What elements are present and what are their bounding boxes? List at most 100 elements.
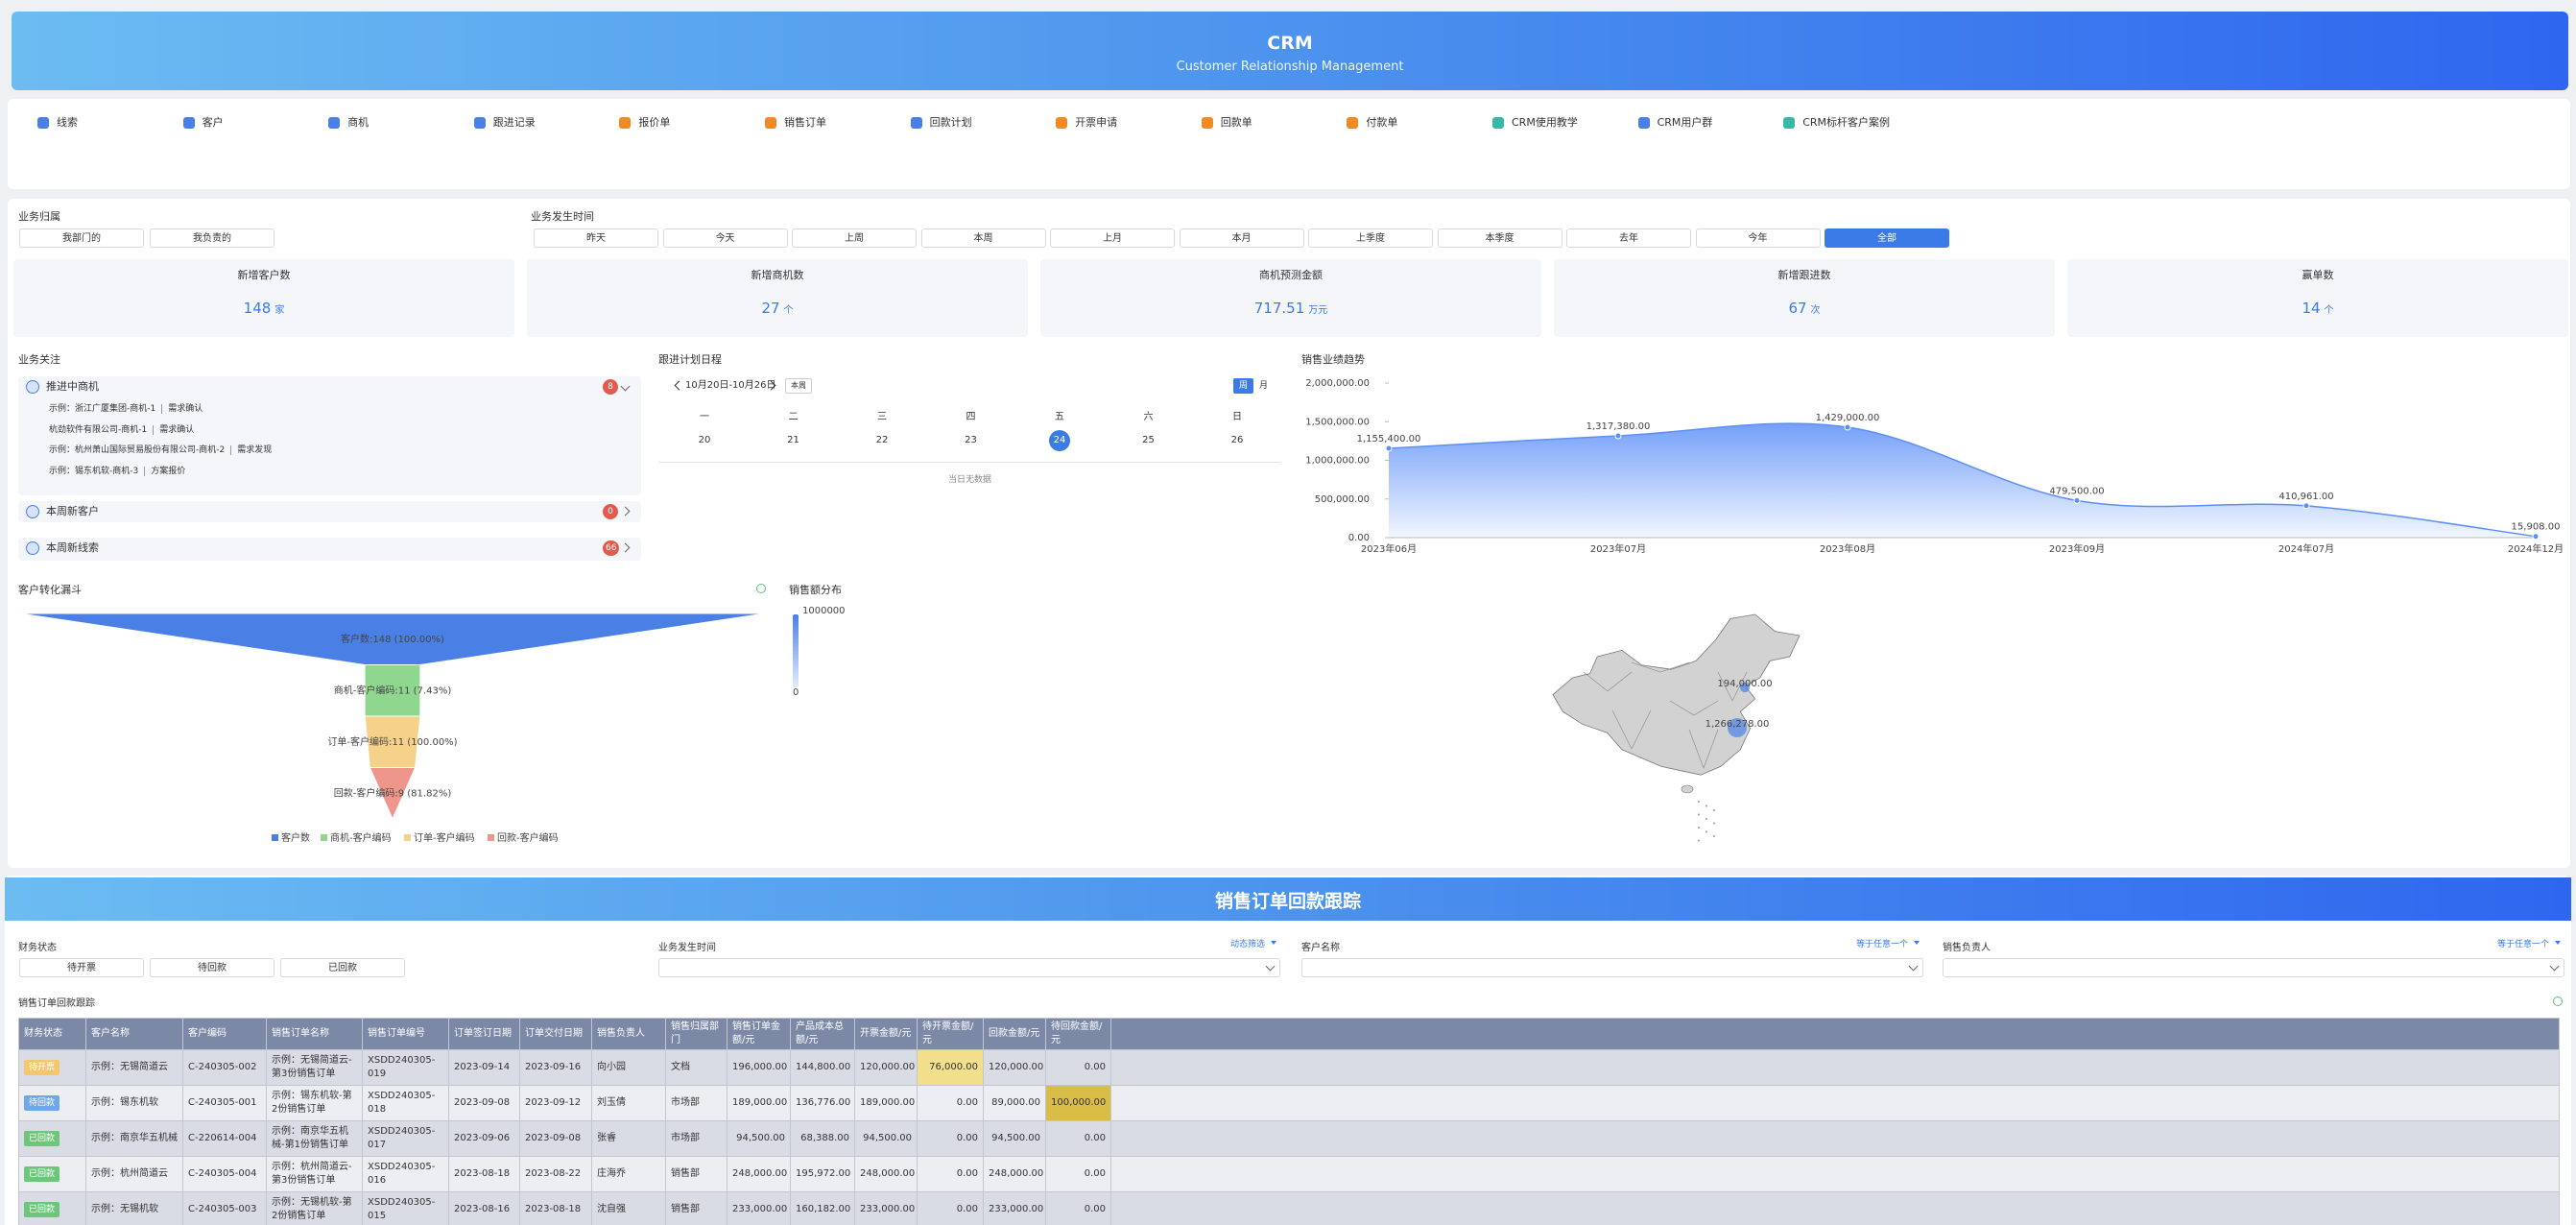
filter-mode[interactable]: 动态筛选	[1229, 940, 1265, 949]
date[interactable]: 21	[787, 435, 799, 445]
nav-card	[8, 99, 2570, 189]
nav-item[interactable]: CRM使用教学	[1512, 116, 1578, 129]
time-option[interactable]: 本周	[920, 228, 1046, 248]
table-cell: 2023-09-08	[519, 1120, 592, 1157]
focus-count: 66	[603, 540, 620, 556]
time-option[interactable]: 今天	[662, 228, 788, 248]
table-row[interactable]: 已回款 示例：南京华五机械 C-220614-004 示例：南京华五机械-第1份销售订…	[18, 1120, 2560, 1157]
weekday: 五	[1055, 412, 1064, 422]
date[interactable]: 24	[1053, 435, 1066, 445]
nav-item[interactable]: CRM标杆客户案例	[1802, 116, 1891, 129]
table-cell: 2023-09-12	[519, 1085, 592, 1121]
weekday: 三	[877, 412, 887, 422]
table-cell: 248,000.00	[983, 1156, 1046, 1192]
time-option[interactable]: 上周	[792, 228, 917, 248]
table-cell: XSDD240305-017	[362, 1120, 449, 1157]
column-header: 开票金额/元	[854, 1018, 918, 1050]
focus-item[interactable]: 示例：杭州萧山国际贸易股份有限公司-商机-2 需求发现	[49, 444, 273, 456]
table-cell: 待开票	[18, 1049, 86, 1086]
chart-title: 客户转化漏斗	[18, 584, 82, 596]
table-cell: C-240305-001	[182, 1085, 267, 1121]
nav-icon	[473, 117, 486, 129]
nav-item[interactable]: 报价单	[638, 116, 671, 129]
focus-group-name[interactable]: 本周新线索	[46, 541, 99, 554]
nav-item[interactable]: CRM用户群	[1657, 116, 1713, 129]
nav-item[interactable]: 商机	[347, 116, 370, 129]
table-cell: 0.00	[917, 1085, 984, 1121]
table-cell: 120,000.00	[983, 1049, 1046, 1086]
status-option[interactable]: 待回款	[150, 958, 274, 977]
time-option[interactable]: 去年	[1566, 228, 1691, 248]
status-option[interactable]: 已回款	[280, 958, 405, 977]
divider	[658, 462, 1281, 463]
date[interactable]: 20	[698, 435, 711, 445]
status-option[interactable]: 待开票	[19, 958, 144, 977]
owner-option[interactable]: 我负责的	[150, 228, 274, 248]
stat-value-row: 27 个	[527, 300, 1028, 317]
filter-label: 销售负责人	[1943, 943, 1991, 953]
nav-item[interactable]: 跟进记录	[492, 116, 536, 129]
table-cell: 张睿	[591, 1120, 666, 1157]
table-cell: C-240305-003	[182, 1191, 267, 1225]
dropdown[interactable]	[1301, 958, 1923, 977]
stat-unit: 家	[274, 305, 285, 316]
focus-item-name: 示例：浙江广厦集团-商机-1	[49, 404, 156, 414]
date[interactable]: 23	[965, 435, 977, 445]
header-title: CRM	[1267, 33, 1313, 54]
nav-icon	[328, 117, 341, 129]
nav-item[interactable]: 回款计划	[929, 116, 972, 129]
filter-mode[interactable]: 等于任意一个	[2496, 940, 2549, 949]
table-cell: 2023-08-18	[448, 1156, 520, 1192]
table-cell: 248,000.00	[727, 1156, 791, 1192]
view-toggle[interactable]: 月	[1253, 378, 1274, 394]
tbody: 待开票 示例：无锡简道云 C-240305-002 示例：无锡简道云-第3份销售订单 X…	[18, 1049, 2560, 1225]
focus-group	[18, 538, 641, 561]
time-option[interactable]: 上季度	[1308, 228, 1433, 248]
column-header: 销售订单金额/元	[727, 1018, 791, 1050]
nav-item[interactable]: 付款单	[1366, 116, 1398, 129]
table-cell: 2023-09-16	[519, 1049, 592, 1086]
time-option[interactable]: 今年	[1695, 228, 1821, 248]
this-week-button[interactable]: 本周	[785, 378, 812, 394]
focus-item[interactable]: 杭劲软件有限公司-商机-1 需求确认	[49, 424, 195, 436]
date[interactable]: 22	[875, 435, 889, 445]
table-cell: 2023-09-08	[448, 1085, 520, 1121]
time-option[interactable]: 本月	[1179, 228, 1304, 248]
filter-mode[interactable]: 等于任意一个	[1855, 940, 1908, 949]
table-row[interactable]: 待回款 示例：锡东机软 C-240305-001 示例：锡东机软-第2份销售订单 XSD…	[18, 1085, 2560, 1121]
table-cell: 0.00	[1045, 1120, 1111, 1157]
table-cell: 示例：杭州简道云-第3份销售订单	[266, 1156, 363, 1192]
time-option[interactable]: 上月	[1050, 228, 1175, 248]
table-row[interactable]: 已回款 示例：杭州简道云 C-240305-004 示例：杭州简道云-第3份销售订单 X…	[18, 1156, 2560, 1192]
table-row[interactable]: 待开票 示例：无锡简道云 C-240305-002 示例：无锡简道云-第3份销售订单 X…	[18, 1049, 2560, 1086]
table-row[interactable]: 已回款 示例：无锡机软 C-240305-003 示例：无锡机软-第2份销售订单 XSD…	[18, 1191, 2560, 1225]
table-cell: C-240305-002	[182, 1049, 267, 1086]
nav-item[interactable]: 客户	[202, 116, 224, 129]
focus-item[interactable]: 示例：浙江广厦集团-商机-1 需求确认	[49, 403, 203, 415]
table-cell: 已回款	[18, 1191, 86, 1225]
date[interactable]: 26	[1230, 435, 1244, 445]
view-toggle[interactable]: 周	[1233, 378, 1253, 394]
table-cell: 沈自强	[591, 1191, 666, 1225]
time-option[interactable]: 全部	[1825, 228, 1949, 248]
stat-label: 新增商机数	[751, 269, 804, 281]
nav-item[interactable]: 销售订单	[784, 116, 826, 129]
stat-value: 14	[2302, 300, 2321, 317]
date[interactable]: 25	[1142, 435, 1155, 445]
time-option[interactable]: 本季度	[1437, 228, 1562, 248]
focus-icon	[26, 541, 39, 555]
focus-group-name[interactable]: 推进中商机	[46, 380, 99, 393]
focus-item[interactable]: 示例：锡东机软-商机-3 方案报价	[49, 466, 186, 477]
owner-option[interactable]: 我部门的	[19, 228, 144, 248]
dropdown[interactable]	[1943, 958, 2564, 977]
table-cell: 向小园	[591, 1049, 666, 1086]
dropdown[interactable]	[658, 958, 1280, 977]
banner-title: 销售订单回款跟踪	[1214, 891, 1361, 912]
weekday: 六	[1143, 412, 1154, 422]
nav-item[interactable]: 回款单	[1220, 116, 1252, 129]
time-option[interactable]: 昨天	[534, 228, 658, 248]
nav-item[interactable]: 开票申请	[1075, 116, 1118, 129]
focus-group-name[interactable]: 本周新客户	[46, 505, 99, 517]
nav-icon	[1637, 117, 1650, 129]
nav-item[interactable]: 线索	[57, 116, 78, 129]
